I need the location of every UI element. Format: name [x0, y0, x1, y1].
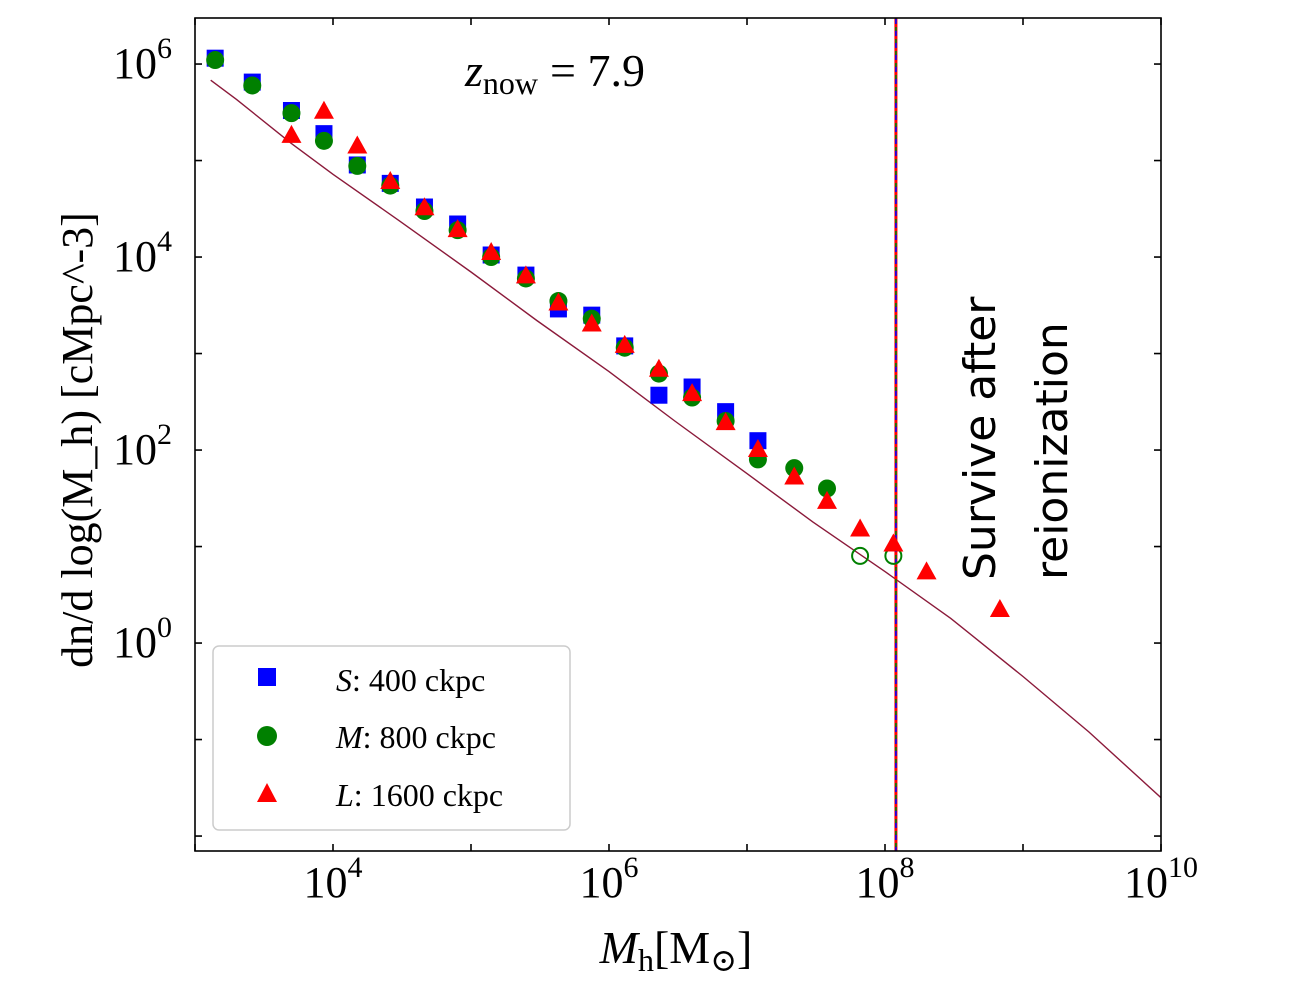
x-axis-label: Mh[M⊙] [599, 922, 753, 978]
marker-M-18 [818, 479, 837, 498]
marker-M-0 [206, 51, 225, 70]
marker-L-8 [548, 292, 569, 311]
y-tick-exp: 2 [157, 418, 172, 451]
x-tick-base: 10 [856, 858, 900, 907]
marker-L-7 [515, 265, 536, 284]
marker-L-5 [447, 219, 468, 238]
marker-M-2 [282, 104, 301, 123]
marker-L-14 [747, 439, 768, 458]
marker-L-9 [581, 313, 602, 332]
x-label-symbol: M [599, 922, 641, 973]
x-label-unit-close: ] [737, 922, 752, 973]
legend-label-M: M: 800 ckpc [335, 719, 496, 755]
legend-marker-L [257, 783, 277, 802]
marker-L-1 [313, 100, 334, 119]
y-tick-label-3: 106 [113, 32, 172, 88]
marker-L-19 [916, 561, 937, 580]
marker-L-17 [850, 518, 871, 537]
y-axis-label: dn/d log(M_h) [cMpc^-3] [53, 212, 102, 668]
x-label-subscript: h [638, 942, 654, 978]
legend-series-name-L: L [335, 777, 354, 813]
x-label-sun-symbol: ⊙ [710, 942, 737, 978]
x-label-unit-open: [M [654, 922, 710, 973]
y-tick-base: 10 [113, 232, 157, 281]
redshift-value: = 7.9 [550, 45, 645, 96]
y-tick-base: 10 [113, 425, 157, 474]
x-tick-base: 10 [304, 858, 348, 907]
legend-series-name-S: S [336, 662, 352, 698]
marker-L-2 [347, 135, 368, 154]
y-tick-base: 10 [113, 39, 157, 88]
legend-series-size-M: : 800 ckpc [363, 719, 496, 755]
x-tick-label-0: 104 [304, 851, 363, 907]
x-tick-exp: 10 [1168, 851, 1198, 884]
legend-series-name-M: M [335, 719, 365, 755]
legend-series-size-S: : 400 ckpc [352, 662, 485, 698]
x-tick-exp: 8 [900, 851, 915, 884]
marker-L-3 [380, 170, 401, 189]
y-tick-label-0: 100 [113, 611, 172, 667]
legend-label-S: S: 400 ckpc [336, 662, 485, 698]
legend-series-size-L: : 1600 ckpc [354, 777, 503, 813]
marker-L-0 [281, 124, 302, 143]
marker-L-12 [682, 383, 703, 402]
redshift-symbol: z [464, 45, 483, 96]
marker-S-13 [650, 386, 668, 404]
legend-marker-S [258, 668, 276, 686]
x-tick-base: 10 [580, 858, 624, 907]
fit-curve [210, 79, 1161, 799]
survive-annotation-line1: Survive after [955, 296, 1006, 580]
marker-L-20 [989, 599, 1010, 618]
legend-box [212, 645, 571, 831]
marker-L-13 [715, 412, 736, 431]
x-tick-exp: 6 [624, 851, 639, 884]
plot-area [206, 18, 1161, 851]
x-tick-label-2: 108 [856, 851, 915, 907]
plot-frame [194, 17, 1162, 852]
marker-L-11 [648, 358, 669, 377]
legend-marker-M [257, 726, 277, 746]
y-tick-exp: 4 [157, 225, 172, 258]
hollow-marker-M-0 [851, 546, 870, 565]
y-tick-exp: 6 [157, 32, 172, 65]
marker-L-18 [883, 533, 904, 552]
marker-L-15 [784, 466, 805, 485]
data-markers [206, 49, 1010, 618]
redshift-annotation: znow = 7.9 [464, 45, 645, 101]
y-tick-base: 10 [113, 618, 157, 667]
fit-curve-layer [210, 79, 1161, 799]
legend-label-L: L: 1600 ckpc [335, 777, 503, 813]
legend: S: 400 ckpc M: 800 ckpc L: 1600 ckpc [212, 645, 571, 831]
marker-M-4 [348, 156, 367, 175]
y-tick-label-2: 104 [113, 225, 172, 281]
x-tick-exp: 4 [348, 851, 363, 884]
y-tick-label-1: 102 [113, 418, 172, 474]
marker-L-16 [817, 490, 838, 509]
x-tick-label-1: 106 [580, 851, 639, 907]
marker-L-4 [414, 197, 435, 216]
survive-annotation-line2: reionization [1027, 322, 1078, 580]
marker-L-10 [614, 334, 635, 353]
x-tick-base: 10 [1124, 858, 1168, 907]
marker-L-6 [481, 242, 502, 261]
y-tick-exp: 0 [157, 611, 172, 644]
x-tick-label-3: 1010 [1124, 851, 1198, 907]
redshift-subscript: now [483, 65, 538, 101]
marker-M-3 [314, 131, 333, 150]
marker-M-1 [243, 76, 262, 95]
